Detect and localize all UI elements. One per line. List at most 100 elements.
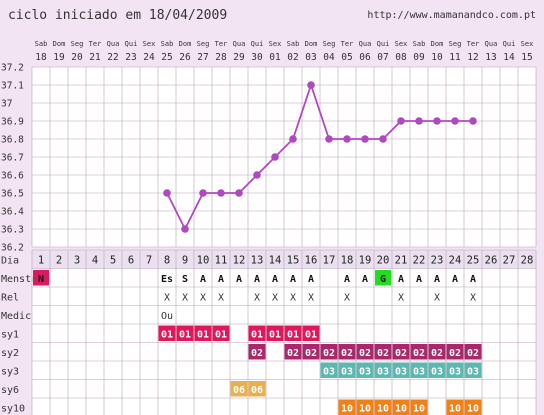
rel-mark: X [290,292,296,303]
y-tick-label: 37.1 [1,81,24,92]
weekday-label: Sab [413,40,426,48]
weekday-label: Seg [197,40,210,48]
day-number: 28 [521,254,534,266]
date-label: 11 [449,52,461,63]
row-label: sy10 [1,403,25,414]
sy10-value: 10 [341,403,353,414]
rel-mark: X [164,292,170,303]
date-label: 21 [89,52,101,63]
day-cell [140,250,158,269]
row-label: Dia [1,255,19,266]
sy6-value: 06 [251,385,263,396]
temperature-point [343,135,351,143]
weekday-label: Qua [107,40,120,48]
temperature-line [238,174,258,194]
sy3-cell [428,362,446,378]
menstr-code: A [344,274,350,285]
temperature-line [166,192,186,230]
date-label: 19 [53,52,65,63]
menstr-code: A [362,274,368,285]
sy10-cell [410,399,428,415]
sy3-value: 03 [323,366,335,377]
date-label: 09 [413,52,425,63]
date-label: 20 [71,52,83,63]
sy2-cell [302,344,320,360]
date-label: 08 [395,52,407,63]
sy2-value: 02 [467,348,479,359]
temperature-point [361,135,369,143]
sy2-cell [320,344,338,360]
chart-title: ciclo iniciado em 18/04/2009 [8,8,228,23]
menstr-code: A [470,274,476,285]
day-number: 3 [74,254,80,266]
sy3-cell [320,362,338,378]
day-cell [410,250,428,269]
sy3-value: 03 [467,366,479,377]
menstr-code: S [182,274,188,285]
date-label: 22 [107,52,118,63]
row-label: Medic [1,311,31,322]
day-number: 22 [413,254,426,266]
sy1-value: 01 [287,329,299,340]
temperature-point [469,117,477,125]
day-number: 8 [164,254,170,266]
sy6-value: 06 [233,385,245,396]
temperature-line [256,156,276,176]
sy1-cell [194,325,212,341]
day-number: 24 [449,254,462,266]
sy3-cell [374,362,392,378]
day-cell [230,250,248,269]
sy2-value: 02 [413,348,425,359]
rel-mark: X [344,292,350,303]
temperature-point [181,225,189,233]
date-label: 02 [287,52,298,63]
day-cell [428,250,446,269]
day-number: 13 [251,254,264,266]
day-cell [86,250,104,269]
day-cell [158,250,176,269]
date-label: 07 [377,52,388,63]
day-number: 23 [431,254,444,266]
temperature-point [397,117,405,125]
temperature-line [184,192,204,230]
sy2-value: 02 [287,348,299,359]
rel-mark: X [182,292,188,303]
sy1-value: 01 [161,329,173,340]
sy10-cell [392,399,410,415]
day-cell [482,250,500,269]
day-number: 10 [197,254,210,266]
sy10-cell [356,399,374,415]
menstr-code: A [290,274,296,285]
sy3-cell [392,362,410,378]
menstr-code: A [200,274,206,285]
rel-mark: X [308,292,314,303]
weekday-label: Sab [287,40,300,48]
sy10-cell [464,399,482,415]
date-label: 03 [305,52,316,63]
day-number: 11 [215,254,228,266]
sy6-cell [248,381,266,397]
day-number: 5 [110,254,116,266]
sy2-cell [392,344,410,360]
sy2-cell [338,344,356,360]
date-label: 23 [125,52,136,63]
weekday-label: Qua [485,40,498,48]
temperature-point [379,135,387,143]
date-label: 26 [179,52,191,63]
day-number: 21 [395,254,408,266]
sy1-value: 01 [269,329,281,340]
menstr-marker [375,270,391,286]
sy3-value: 03 [395,366,407,377]
weekday-label: Qui [251,40,264,48]
day-number: 15 [287,254,300,266]
weekday-label: Sex [395,40,408,48]
sy1-cell [176,325,194,341]
day-cell [500,250,518,269]
weekday-label: Seg [449,40,462,48]
sy3-cell [338,362,356,378]
day-cell [104,250,122,269]
date-label: 15 [521,52,532,63]
weekday-label: Qui [503,40,516,48]
sy1-cell [302,325,320,341]
